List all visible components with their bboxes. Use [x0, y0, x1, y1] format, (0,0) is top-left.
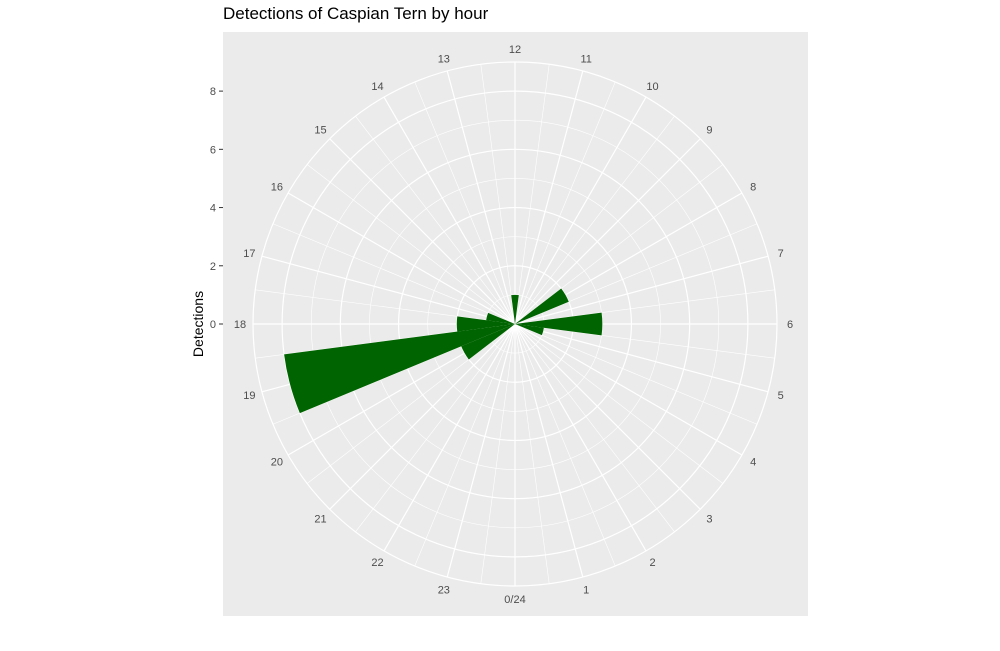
bar-hour-18 — [456, 316, 515, 332]
hour-label: 20 — [271, 457, 283, 469]
bar-hour-6 — [515, 312, 603, 336]
chart-title: Detections of Caspian Tern by hour — [223, 4, 489, 23]
bar-hour-19 — [284, 324, 515, 414]
hour-label: 7 — [778, 248, 784, 260]
minor-radial-gridline — [272, 223, 516, 325]
major-radial-gridline — [514, 323, 584, 578]
hour-label: 9 — [706, 125, 712, 137]
major-radial-gridline — [261, 255, 516, 325]
major-radial-gridline — [446, 323, 516, 578]
major-radial-gridline — [514, 323, 647, 552]
bar-hour-12 — [511, 294, 519, 324]
hour-label: 6 — [787, 319, 793, 331]
major-radial-gridline — [287, 192, 516, 325]
hour-label: 14 — [371, 81, 383, 93]
minor-radial-gridline — [255, 289, 516, 325]
hour-label: 1 — [583, 585, 589, 597]
minor-radial-gridline — [306, 164, 516, 325]
major-radial-gridline — [514, 323, 701, 510]
outer-circle-gridline — [252, 61, 778, 587]
major-radial-gridline — [329, 138, 516, 325]
major-radial-gridline — [383, 323, 516, 552]
minor-radial-gridline — [514, 115, 675, 325]
major-radial-gridline — [514, 70, 584, 325]
y-axis: 0 2 4 6 8 — [210, 86, 223, 331]
hour-label: 13 — [438, 53, 450, 65]
bar-layer — [284, 288, 603, 414]
major-radial-gridline — [446, 70, 516, 325]
minor-radial-gridline — [514, 164, 724, 325]
hour-label: 11 — [580, 53, 591, 65]
minor-radial-gridline — [355, 323, 516, 533]
minor-radial-gridline — [514, 323, 616, 567]
hour-label: 2 — [649, 557, 655, 569]
y-axis-title: Detections — [190, 291, 206, 357]
hour-label: 15 — [314, 125, 326, 137]
hour-label: 10 — [646, 81, 658, 93]
major-radial-gridline — [514, 138, 701, 325]
major-radial-gridline — [514, 255, 769, 325]
hour-label: 23 — [438, 585, 450, 597]
bar-hour-5 — [515, 324, 544, 336]
hour-label: 8 — [750, 182, 756, 194]
bar-hour-17 — [486, 312, 515, 324]
minor-radial-gridline — [514, 323, 675, 533]
hour-label: 19 — [243, 390, 255, 402]
bar-hour-20 — [461, 324, 515, 360]
minor-radial-gridline — [480, 64, 516, 325]
y-tick-label: 4 — [210, 203, 216, 215]
hour-label: 22 — [371, 557, 383, 569]
hour-label: 21 — [314, 513, 326, 525]
hour-labels: 0/24123456789101112131415161718192021222… — [234, 44, 793, 606]
minor-radial-gridline — [514, 323, 758, 425]
minor-radial-gridline — [514, 81, 616, 325]
major-radial-gridline — [383, 96, 516, 325]
hour-label: 3 — [706, 513, 712, 525]
minor-radial-gridline — [514, 323, 724, 484]
hour-label: 5 — [778, 390, 784, 402]
major-radial-gridline — [329, 323, 516, 510]
hour-label: 17 — [243, 248, 255, 260]
major-radial-gridline — [514, 96, 647, 325]
y-tick-label: 2 — [210, 261, 216, 273]
hour-label: 12 — [509, 44, 521, 56]
minor-radial-gridline — [414, 81, 516, 325]
minor-radial-gridline — [514, 323, 550, 584]
y-tick-label: 8 — [210, 86, 216, 98]
major-radial-gridline — [514, 323, 743, 456]
minor-radial-gridline — [414, 323, 516, 567]
y-tick-label: 6 — [210, 144, 216, 156]
hour-label: 18 — [234, 319, 246, 331]
hour-label: 4 — [750, 457, 756, 469]
major-radial-gridline — [514, 323, 769, 393]
minor-radial-gridline — [480, 323, 516, 584]
bar-hour-8 — [515, 288, 569, 324]
minor-radial-gridline — [355, 115, 516, 325]
hour-label: 16 — [271, 182, 283, 194]
hour-label: 0/24 — [504, 594, 525, 606]
minor-radial-gridline — [514, 64, 550, 325]
y-tick-label: 0 — [210, 319, 216, 331]
